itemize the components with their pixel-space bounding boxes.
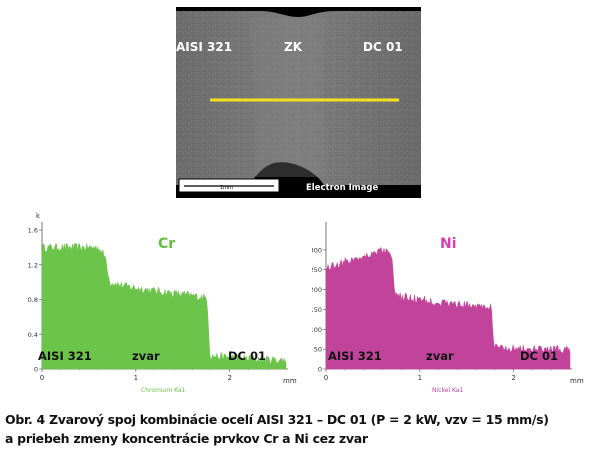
nickel-y-tick-label: 150	[312, 306, 322, 314]
sem-label-dc01: DC 01	[363, 40, 403, 54]
chromium-y-tick-label: 1.2	[28, 261, 38, 269]
nickel-x-tick-label: 1	[418, 374, 422, 382]
nickel-region-zvar: zvar	[426, 349, 454, 363]
nickel-chart-title: Ni	[440, 236, 457, 252]
chromium-x-tick-label: 0	[40, 374, 44, 382]
chromium-profile-chart: 0 0.4 0.8 1.2 1.6 0 1 2 k Cr AISI 321 zvar DC 0…	[28, 212, 308, 402]
nickel-y-tick-label: 100	[312, 326, 322, 334]
chromium-concentration-area	[41, 242, 287, 370]
chromium-x-axis-label: Chromium Ka1	[141, 387, 186, 394]
nickel-x-tick-label: 0	[324, 374, 328, 382]
chromium-region-dc01: DC 01	[228, 349, 266, 363]
sem-label-aisi321: AISI 321	[176, 40, 233, 54]
chromium-region-aisi321: AISI 321	[38, 349, 92, 363]
nickel-region-aisi321: AISI 321	[328, 349, 382, 363]
chromium-x-unit: mm	[283, 377, 297, 385]
scale-bar-text: 1mm	[220, 185, 233, 191]
chromium-region-zvar: zvar	[132, 349, 160, 363]
nickel-y-tick-label: 0	[318, 366, 322, 374]
caption-line-1: Obr. 4 Zvarový spoj kombinácie ocelí AIS…	[5, 412, 549, 427]
nickel-profile-plot: 0 50 100 150 200 250 300 0 1 2	[312, 222, 572, 382]
chromium-y-tick-label: 0.4	[28, 331, 38, 339]
sem-footer-label: Electron Image	[306, 183, 379, 193]
sem-micrograph: AISI 321 ZK DC 01 1mm Electron Image	[176, 7, 421, 198]
nickel-concentration-area	[325, 246, 571, 370]
nickel-region-dc01: DC 01	[520, 349, 558, 363]
nickel-y-tick-label: 300	[312, 246, 322, 254]
chromium-y-unit-label: k	[36, 212, 41, 220]
chromium-x-tick-label: 1	[134, 374, 138, 382]
chromium-profile-plot: 0 0.4 0.8 1.2 1.6 0 1 2	[28, 222, 288, 382]
nickel-profile-chart: 0 50 100 150 200 250 300 0 1 2 Ni AISI 321 zvar D…	[312, 212, 592, 402]
caption-line-2: a priebeh zmeny koncentrácie prvkov Cr a…	[5, 431, 368, 446]
nickel-y-tick-label: 200	[312, 286, 322, 294]
nickel-y-tick-label: 250	[312, 266, 322, 274]
figure-caption: Obr. 4 Zvarový spoj kombinácie ocelí AIS…	[5, 410, 597, 448]
chromium-y-tick-label: 0	[34, 366, 38, 374]
sem-micrograph-graphic	[176, 11, 421, 193]
nickel-x-tick-label: 2	[511, 374, 515, 382]
nickel-x-axis-label: Nickel Ka1	[432, 387, 464, 394]
nickel-y-tick-label: 50	[314, 346, 322, 354]
chromium-y-tick-label: 0.8	[28, 296, 38, 304]
sem-label-zk: ZK	[284, 40, 302, 54]
chromium-x-tick-label: 2	[227, 374, 231, 382]
chromium-chart-title: Cr	[158, 236, 176, 252]
nickel-x-unit: mm	[570, 377, 584, 385]
chromium-y-tick-label: 1.6	[28, 227, 38, 235]
